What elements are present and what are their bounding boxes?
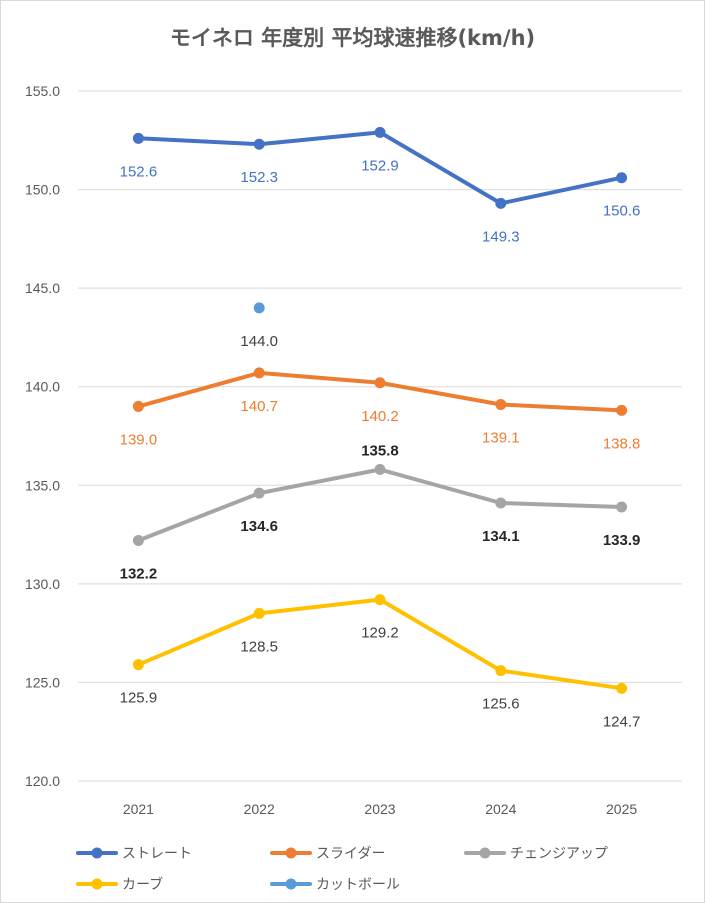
data-label: 132.2 xyxy=(120,565,158,582)
data-point xyxy=(374,464,386,476)
data-label: 134.1 xyxy=(482,528,520,545)
data-point xyxy=(132,132,144,144)
data-label: 128.5 xyxy=(240,638,278,655)
data-point xyxy=(253,607,265,619)
x-tick-label: 2024 xyxy=(485,801,516,817)
legend-label: カーブ xyxy=(122,876,163,893)
data-label: 125.9 xyxy=(120,690,158,707)
data-point xyxy=(253,367,265,379)
data-label: 133.9 xyxy=(603,532,641,549)
data-label: 134.6 xyxy=(240,518,278,535)
data-label: 149.3 xyxy=(482,228,520,245)
data-label: 140.2 xyxy=(361,408,399,425)
legend-label: ストレート xyxy=(122,846,192,862)
series-line xyxy=(136,467,624,543)
data-point xyxy=(616,404,628,416)
data-label: 150.6 xyxy=(603,203,641,220)
y-tick-label: 145.0 xyxy=(25,280,60,296)
x-tick-label: 2022 xyxy=(244,801,275,817)
data-point xyxy=(253,302,265,314)
legend-marker xyxy=(91,847,103,859)
data-point xyxy=(253,487,265,499)
legend-marker xyxy=(285,847,297,859)
legend-label: スライダー xyxy=(316,846,385,862)
y-tick-label: 120.0 xyxy=(25,773,60,789)
data-point xyxy=(616,172,628,184)
data-label: 129.2 xyxy=(361,625,399,642)
y-tick-label: 140.0 xyxy=(25,379,60,395)
legend-marker xyxy=(479,847,491,859)
data-label: 152.9 xyxy=(361,157,399,174)
x-tick-label: 2025 xyxy=(606,801,637,817)
y-tick-label: 135.0 xyxy=(25,477,60,493)
data-label: 152.6 xyxy=(120,163,158,180)
data-label: 144.0 xyxy=(240,333,278,350)
legend-label: カットボール xyxy=(316,877,400,893)
data-point xyxy=(253,138,265,150)
chart-title: モイネロ 年度別 平均球速推移(km/h) xyxy=(169,26,536,50)
data-point xyxy=(374,126,386,138)
data-point xyxy=(132,534,144,546)
data-point xyxy=(495,497,507,509)
legend-label: チェンジアップ xyxy=(510,846,608,862)
data-label: 125.6 xyxy=(482,696,520,713)
data-point xyxy=(374,377,386,389)
data-label: 139.1 xyxy=(482,429,520,446)
data-label: 152.3 xyxy=(240,169,278,186)
y-tick-label: 155.0 xyxy=(25,83,60,99)
data-label: 139.0 xyxy=(120,431,158,448)
data-point xyxy=(495,197,507,209)
legend-marker xyxy=(285,878,297,890)
data-point xyxy=(616,682,628,694)
data-point xyxy=(495,398,507,410)
data-label: 135.8 xyxy=(361,443,399,460)
y-tick-label: 130.0 xyxy=(25,576,60,592)
y-tick-label: 150.0 xyxy=(25,182,60,198)
y-tick-label: 125.0 xyxy=(25,674,60,690)
data-point xyxy=(374,594,386,606)
series-line xyxy=(136,597,624,691)
data-point xyxy=(616,501,628,513)
data-label: 140.7 xyxy=(240,398,278,415)
data-label: 124.7 xyxy=(603,713,641,730)
x-tick-label: 2023 xyxy=(364,801,395,817)
data-label: 138.8 xyxy=(603,435,641,452)
data-point xyxy=(495,665,507,677)
data-point xyxy=(132,659,144,671)
x-tick-label: 2021 xyxy=(123,801,154,817)
data-point xyxy=(132,400,144,412)
legend-marker xyxy=(91,878,103,890)
